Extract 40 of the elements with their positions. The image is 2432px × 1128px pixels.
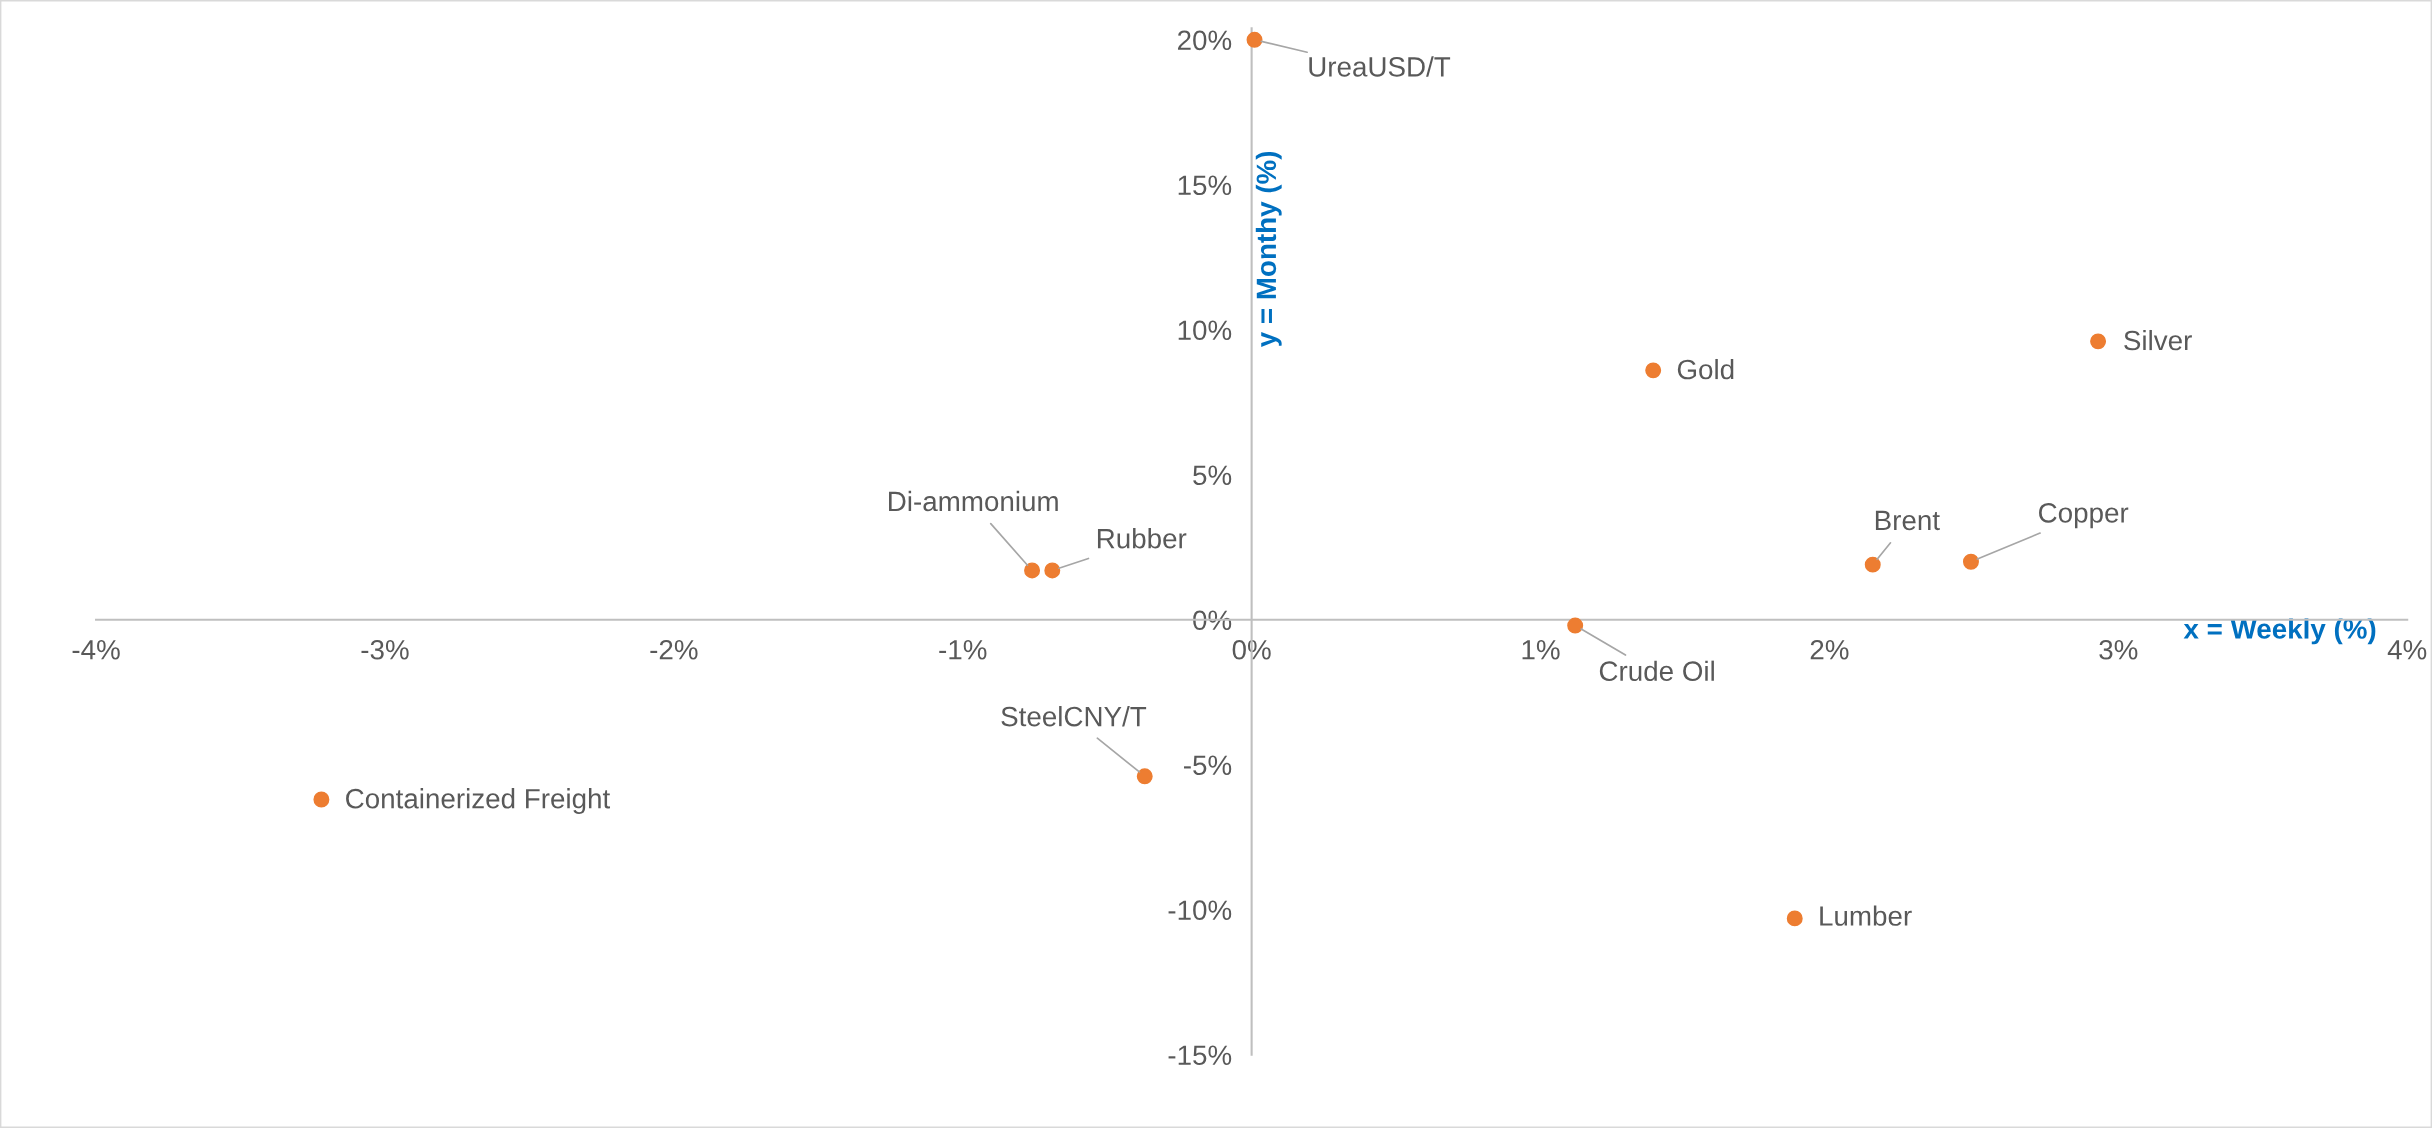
annotation: Gold: [1677, 358, 1734, 380]
annotation: Lumber: [1820, 905, 1912, 926]
y-tick-label: -15%: [1168, 1045, 1232, 1066]
point: [1567, 617, 1584, 634]
annotation: Brent: [1875, 510, 1940, 531]
x-tick-label: 4%: [2387, 640, 2427, 660]
point: [1864, 556, 1881, 573]
x-tick-label: -3%: [361, 639, 409, 660]
annotation: Crude Oil: [1599, 660, 1714, 682]
x-tick-label: 1%: [1522, 640, 1560, 660]
x-axis-title: x = Weekly (%): [2183, 618, 2376, 645]
annotation: Copper: [2039, 503, 2129, 529]
x-tick-label: -2%: [650, 639, 698, 660]
y-tick-label: 15%: [1178, 175, 1232, 196]
point: [1044, 562, 1061, 579]
x-tick-label: -1%: [939, 640, 987, 660]
annotation: Containerized Freight: [346, 788, 611, 815]
x-tick-label: 3%: [2099, 639, 2138, 660]
point: [1024, 562, 1041, 579]
x-tick-label: 0%: [1232, 639, 1271, 660]
y-tick-label: 10%: [1178, 320, 1232, 341]
point: [1645, 362, 1662, 379]
annotation: Di-ammonium: [889, 490, 1058, 512]
annotation: Rubber: [1097, 528, 1187, 549]
x-tick-label: -4%: [72, 640, 120, 660]
y-axis-title: y = Monthy (%): [1255, 151, 1282, 348]
point: [1136, 768, 1153, 785]
y-tick-label: 5%: [1193, 465, 1232, 486]
point: [1962, 553, 1979, 570]
y-tick-label: -10%: [1168, 900, 1232, 921]
x-tick-label: 2%: [1810, 639, 1849, 660]
point: [1786, 910, 1803, 927]
point: [1246, 31, 1263, 48]
annotation: SteelCNY/T: [1001, 706, 1147, 727]
annotation: Silver: [2124, 329, 2192, 351]
annotation: UreaUSD/T: [1309, 56, 1451, 77]
y-tick-label: 20%: [1177, 30, 1232, 51]
y-tick-label: -5%: [1184, 755, 1232, 776]
point: [313, 791, 330, 808]
point: [2090, 333, 2107, 350]
